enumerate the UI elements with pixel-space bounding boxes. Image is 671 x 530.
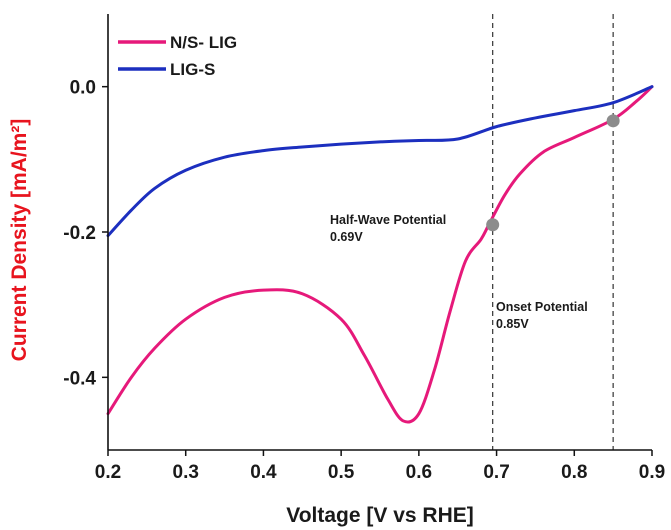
marker-0 [486,218,500,232]
series-line-0 [106,85,654,424]
x-tick-label-4: 0.6 [406,462,432,483]
x-tick-label-6: 0.8 [561,462,587,483]
x-tick-label-7: 0.9 [639,462,665,483]
x-tick-label-5: 0.7 [483,462,509,483]
plot-area [492,14,614,450]
y-tick-label-2: -0.4 [63,368,96,389]
annotation-half-wave-line-0: Half-Wave Potential [330,213,446,227]
x-tick-label-0: 0.2 [95,462,121,483]
x-tick-label-3: 0.5 [328,462,355,483]
marker-layer [486,114,620,232]
y-tick-label-1: -0.2 [63,223,96,244]
y-axis-title: Current Density [mA/m²] [8,119,31,362]
annotation-layer: Half-Wave Potential 0.69V Onset Potential 0… [330,213,588,331]
x-tick-label-1: 0.3 [173,462,199,483]
marker-1 [606,114,620,128]
x-tick-label-2: 0.4 [250,462,277,483]
annotation-half-wave-line-1: 0.69V [330,230,363,244]
legend-label-1: LIG-S [170,60,215,79]
annotation-onset-line-1: 0.85V [496,317,529,331]
series-layer [106,85,654,424]
y-tick-label-0: 0.0 [70,78,96,99]
series-line-1 [106,85,654,238]
legend-label-0: N/S- LIG [170,33,237,52]
annotation-onset-line-0: Onset Potential [496,300,588,314]
x-axis-title: Voltage [V vs RHE] [286,504,473,527]
legend: N/S- LIG LIG-S [118,33,237,79]
axes-layer: 0.2 0.3 0.4 0.5 0.6 0.7 0.8 0.9 0.0 -0.2 -0.4 [63,14,665,483]
